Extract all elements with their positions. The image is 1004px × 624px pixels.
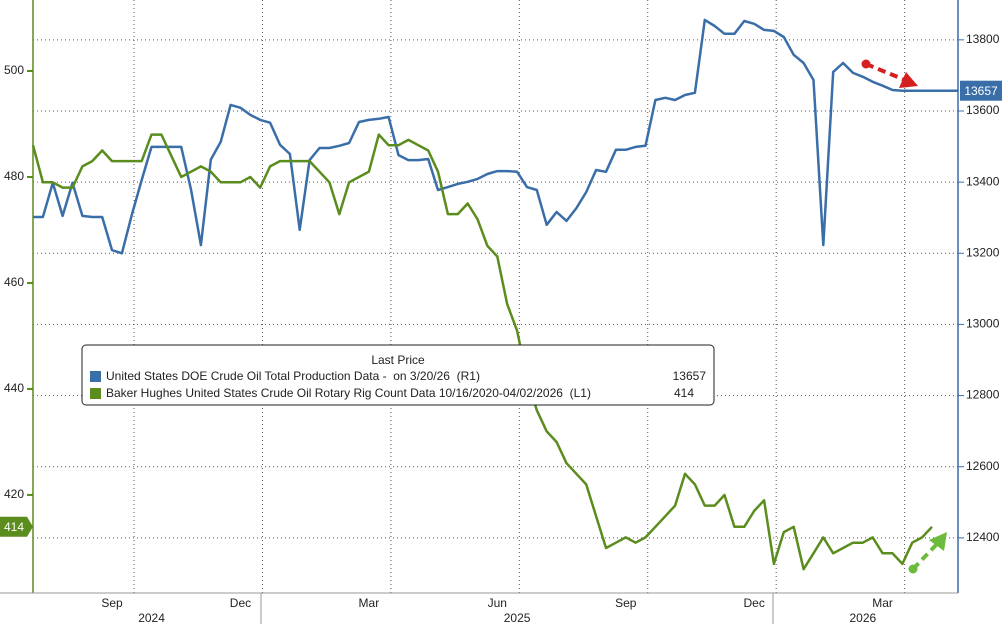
series-line	[31, 133, 933, 571]
legend-value: 414	[674, 386, 694, 400]
legend: Last Price United States DOE Crude Oil T…	[81, 344, 715, 406]
x-tick-label: Mar	[359, 596, 380, 610]
y2-tick-label: 13200	[966, 245, 1000, 259]
legend-swatch	[90, 371, 101, 382]
y2-tick-label: 12600	[966, 459, 1000, 473]
year-label: 2026	[849, 611, 876, 624]
legend-label: United States DOE Crude Oil Total Produc…	[106, 369, 480, 383]
y2-tick-label: 12800	[966, 388, 1000, 402]
last-price-tag	[960, 80, 1002, 101]
y2-tick-label: 13800	[966, 32, 1000, 46]
legend-label: Baker Hughes United States Crude Oil Rot…	[106, 386, 591, 400]
arrow-green	[908, 532, 947, 574]
y2-tick-label: 13400	[966, 174, 1000, 188]
y-tick-label: 420	[4, 487, 24, 501]
y-tick-label: 480	[4, 169, 24, 183]
last-price-label: 414	[4, 520, 24, 534]
y-tick-label: 500	[4, 63, 24, 77]
grid	[33, 0, 958, 593]
year-label: 2024	[138, 611, 165, 624]
arrow-red	[861, 59, 918, 88]
last-price-tag	[0, 516, 33, 537]
legend-value: 13657	[673, 369, 707, 383]
series-line	[33, 18, 903, 255]
y2-tick-label: 13600	[966, 103, 1000, 117]
x-tick-label: Dec	[230, 596, 251, 610]
y-tick-label: 460	[4, 275, 24, 289]
last-price-label: 13657	[964, 84, 998, 98]
x-tick-label: Dec	[744, 596, 765, 610]
y2-tick-label: 13000	[966, 317, 1000, 331]
plot	[31, 18, 933, 571]
x-tick-label: Sep	[101, 596, 123, 610]
y-tick-label: 440	[4, 381, 24, 395]
x-tick-label: Jun	[488, 596, 507, 610]
x-tick-label: Mar	[872, 596, 893, 610]
legend-box	[81, 344, 715, 406]
y2-tick-label: 12400	[966, 530, 1000, 544]
legend-title: Last Price	[371, 353, 425, 367]
year-label: 2025	[504, 611, 531, 624]
legend-swatch	[90, 388, 101, 399]
x-tick-label: Sep	[615, 596, 637, 610]
